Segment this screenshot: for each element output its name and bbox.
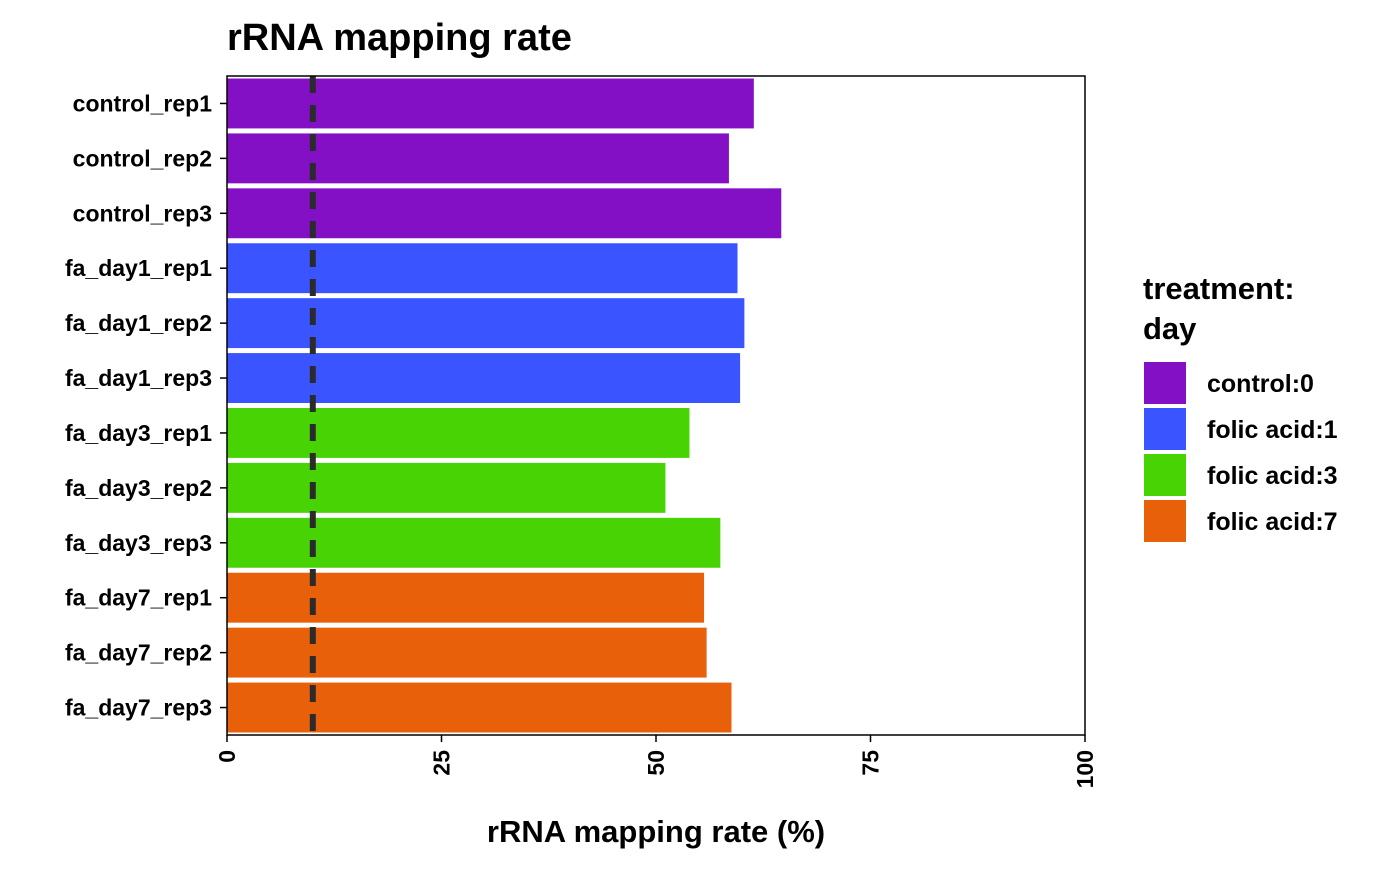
x-tick-label: 50: [643, 750, 669, 776]
y-tick-label: control_rep1: [73, 90, 213, 116]
y-tick-label: fa_day7_rep1: [65, 585, 212, 611]
legend-swatch: [1144, 454, 1186, 496]
bar-fa_day7_rep3: [227, 682, 732, 733]
legend-label: folic acid:7: [1207, 508, 1338, 536]
legend-items: control:0 folic acid:1 folic acid:3 folic a…: [1144, 362, 1338, 542]
x-tick-label: 75: [858, 750, 884, 776]
y-tick-label: fa_day1_rep1: [65, 255, 212, 281]
bar-fa_day3_rep3: [227, 517, 721, 568]
y-tick-label: fa_day3_rep2: [65, 475, 212, 501]
chart-title: rRNA mapping rate: [227, 17, 572, 59]
x-tick-label: 100: [1072, 750, 1098, 788]
y-tick-label: fa_day1_rep3: [65, 365, 212, 391]
y-tick-label: control_rep3: [73, 200, 212, 226]
x-tick-label: 0: [214, 750, 240, 763]
legend-swatch: [1144, 500, 1186, 542]
legend-swatch: [1144, 408, 1186, 450]
bar-fa_day1_rep2: [227, 298, 745, 349]
bar-control_rep1: [227, 78, 754, 129]
y-axis: control_rep1 control_rep2 control_rep3 fa_d…: [65, 90, 227, 721]
legend-label: folic acid:1: [1207, 416, 1338, 444]
legend: treatment: day control:0 folic acid:1 foli…: [1143, 271, 1338, 542]
bar-fa_day3_rep2: [227, 462, 666, 513]
y-tick-label: fa_day1_rep2: [65, 310, 212, 336]
bar-fa_day7_rep1: [227, 572, 705, 623]
bar-fa_day3_rep1: [227, 408, 690, 458]
legend-swatch: [1144, 362, 1186, 404]
bar-control_rep3: [227, 188, 782, 239]
legend-label: control:0: [1207, 370, 1314, 398]
x-axis: 0 25 50 75 100: [214, 735, 1098, 788]
y-tick-label: fa_day3_rep1: [65, 420, 212, 446]
x-tick-label: 25: [429, 750, 455, 776]
bar-fa_day7_rep2: [227, 627, 707, 678]
x-axis-title: rRNA mapping rate (%): [487, 814, 825, 849]
legend-label: folic acid:3: [1207, 462, 1338, 490]
y-tick-label: fa_day7_rep2: [65, 640, 212, 666]
legend-title-line1: treatment:: [1143, 271, 1295, 306]
bar-fa_day1_rep1: [227, 243, 738, 294]
y-tick-label: fa_day7_rep3: [65, 695, 212, 721]
bar-control_rep2: [227, 133, 729, 184]
y-tick-label: control_rep2: [73, 145, 212, 171]
y-tick-label: fa_day3_rep3: [65, 530, 212, 556]
legend-title-line2: day: [1143, 311, 1197, 346]
bar-fa_day1_rep3: [227, 353, 741, 403]
